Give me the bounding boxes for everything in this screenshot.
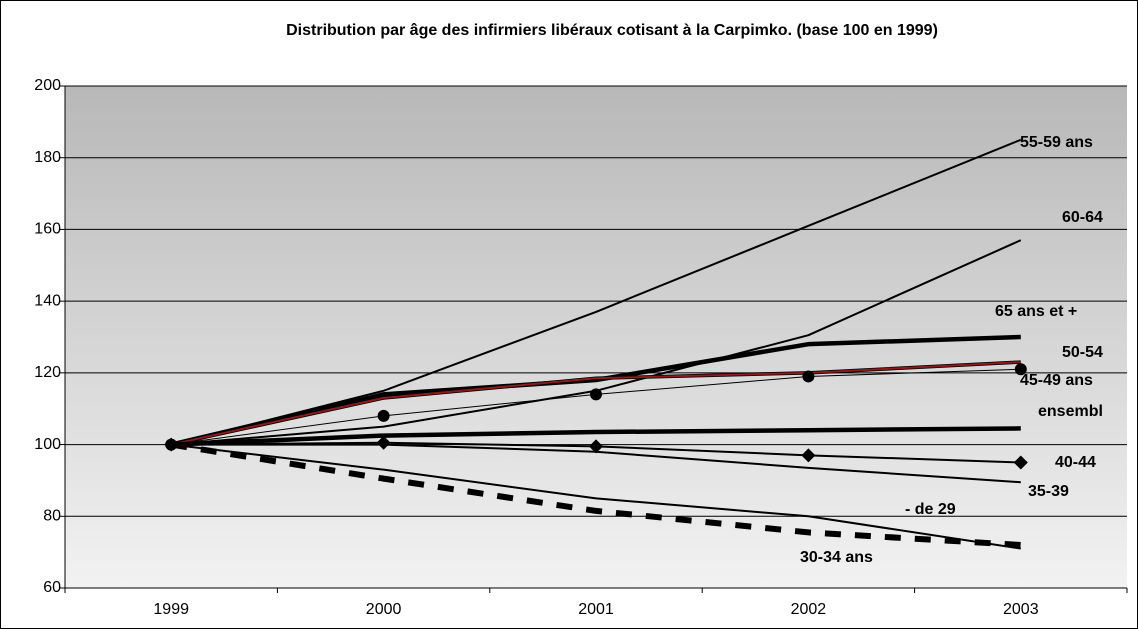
series-line xyxy=(171,443,1021,484)
series-label: 30-34 ans xyxy=(800,549,873,566)
x-tick-label: 2002 xyxy=(791,601,827,618)
series-line xyxy=(171,443,1021,550)
y-tick-label: 120 xyxy=(34,364,61,381)
marker xyxy=(802,370,815,383)
y-tick-label: 200 xyxy=(34,77,61,94)
series-line xyxy=(170,138,1022,446)
series-label: 45-49 ans xyxy=(1020,372,1093,389)
series-line xyxy=(171,426,1021,447)
marker xyxy=(590,388,602,401)
y-tick-label: 80 xyxy=(43,508,61,525)
marker xyxy=(801,448,816,463)
chart-title: Distribution par âge des infirmiers libé… xyxy=(286,22,938,39)
marker xyxy=(377,409,390,422)
plot-area xyxy=(65,86,1127,588)
series-label: 50-54 xyxy=(1062,344,1103,361)
series-label: 55-59 ans xyxy=(1020,134,1093,151)
series-label: - de 29 xyxy=(905,501,956,518)
marker xyxy=(376,435,391,450)
y-tick-label: 160 xyxy=(34,221,61,238)
marker xyxy=(589,439,603,454)
series-label: 35-39 xyxy=(1028,483,1069,500)
grid xyxy=(60,85,1128,593)
x-tick-label: 2001 xyxy=(578,601,614,618)
marker xyxy=(1014,363,1027,376)
marker xyxy=(1013,455,1028,470)
series-line xyxy=(170,361,1021,446)
x-tick-label: 2000 xyxy=(366,601,402,618)
series-line xyxy=(170,334,1021,447)
x-tick-label: 1999 xyxy=(153,601,189,618)
series-line xyxy=(170,441,1021,548)
series-label: ensembl xyxy=(1038,403,1103,420)
series-label: 60-64 xyxy=(1062,209,1103,226)
x-tick-label: 2003 xyxy=(1003,601,1039,618)
series-label: 40-44 xyxy=(1055,454,1096,471)
y-tick-label: 60 xyxy=(43,579,61,596)
series-label: 65 ans et + xyxy=(995,303,1077,320)
y-tick-label: 100 xyxy=(34,436,61,453)
y-tick-label: 140 xyxy=(34,292,61,309)
lines xyxy=(164,138,1028,550)
y-tick-label: 180 xyxy=(34,149,61,166)
